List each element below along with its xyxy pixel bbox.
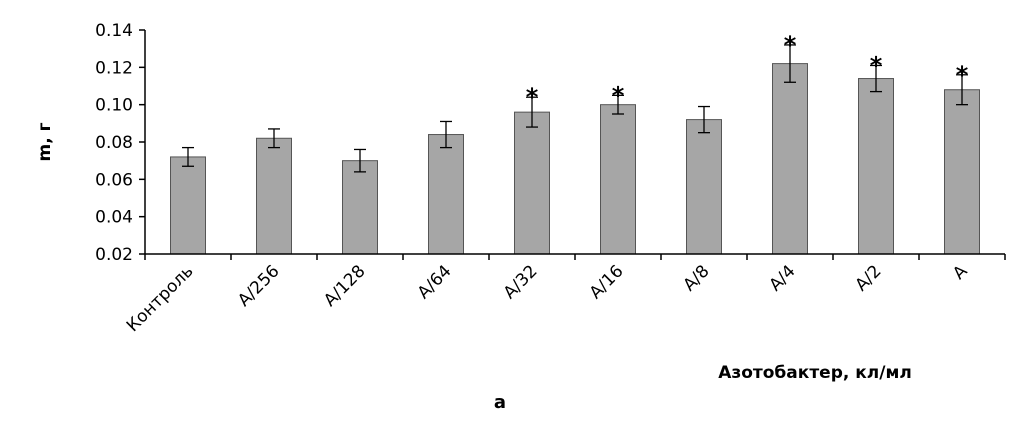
bar [514, 111, 550, 255]
y-tick-label: 0.08 [95, 133, 133, 153]
bar [342, 160, 378, 255]
figure-caption: а [494, 392, 506, 413]
x-tick-label: A/128 [320, 261, 369, 310]
x-tick-label: A/4 [765, 261, 799, 295]
significance-asterisk: * [784, 31, 797, 59]
bar [600, 104, 636, 255]
bar [256, 137, 292, 255]
bar [772, 63, 808, 255]
significance-asterisk: * [870, 51, 883, 79]
y-axis-title: m, г [35, 122, 55, 161]
significance-asterisk: * [612, 81, 625, 109]
x-axis-tick-labels: Контроль A/256 A/128 A/64 A/32 A/16 A/8 A/4 A/2 A [123, 261, 972, 336]
bar [686, 119, 722, 255]
x-axis-title: Азотобактер, кл/мл [718, 363, 912, 383]
significance-asterisk: * [526, 83, 539, 111]
y-tick-label: 0.14 [95, 21, 133, 41]
y-tick-label: 0.12 [95, 58, 133, 78]
bars [170, 63, 980, 255]
x-tick-label: A/64 [414, 261, 456, 303]
y-tick-label: 0.04 [95, 208, 133, 228]
significance-marks: * * * * * [526, 31, 969, 111]
x-tick-label: A/2 [851, 261, 885, 295]
x-tick-label: A [949, 261, 972, 284]
x-tick-label: Контроль [123, 261, 198, 336]
y-tick-label: 0.06 [95, 170, 133, 190]
bar [858, 78, 894, 255]
bar [170, 156, 206, 255]
bar [428, 134, 464, 255]
bar [944, 89, 980, 255]
significance-asterisk: * [956, 61, 969, 89]
y-axis-ticks: 0.02 0.04 0.06 0.08 0.10 0.12 0.14 [95, 21, 1006, 265]
error-bars [182, 44, 968, 173]
x-tick-label: A/8 [679, 261, 713, 295]
y-tick-label: 0.10 [95, 96, 133, 116]
x-tick-label: A/256 [234, 261, 283, 310]
x-tick-label: A/16 [586, 261, 628, 303]
y-tick-label: 0.02 [95, 245, 133, 265]
x-tick-label: A/32 [500, 261, 542, 303]
